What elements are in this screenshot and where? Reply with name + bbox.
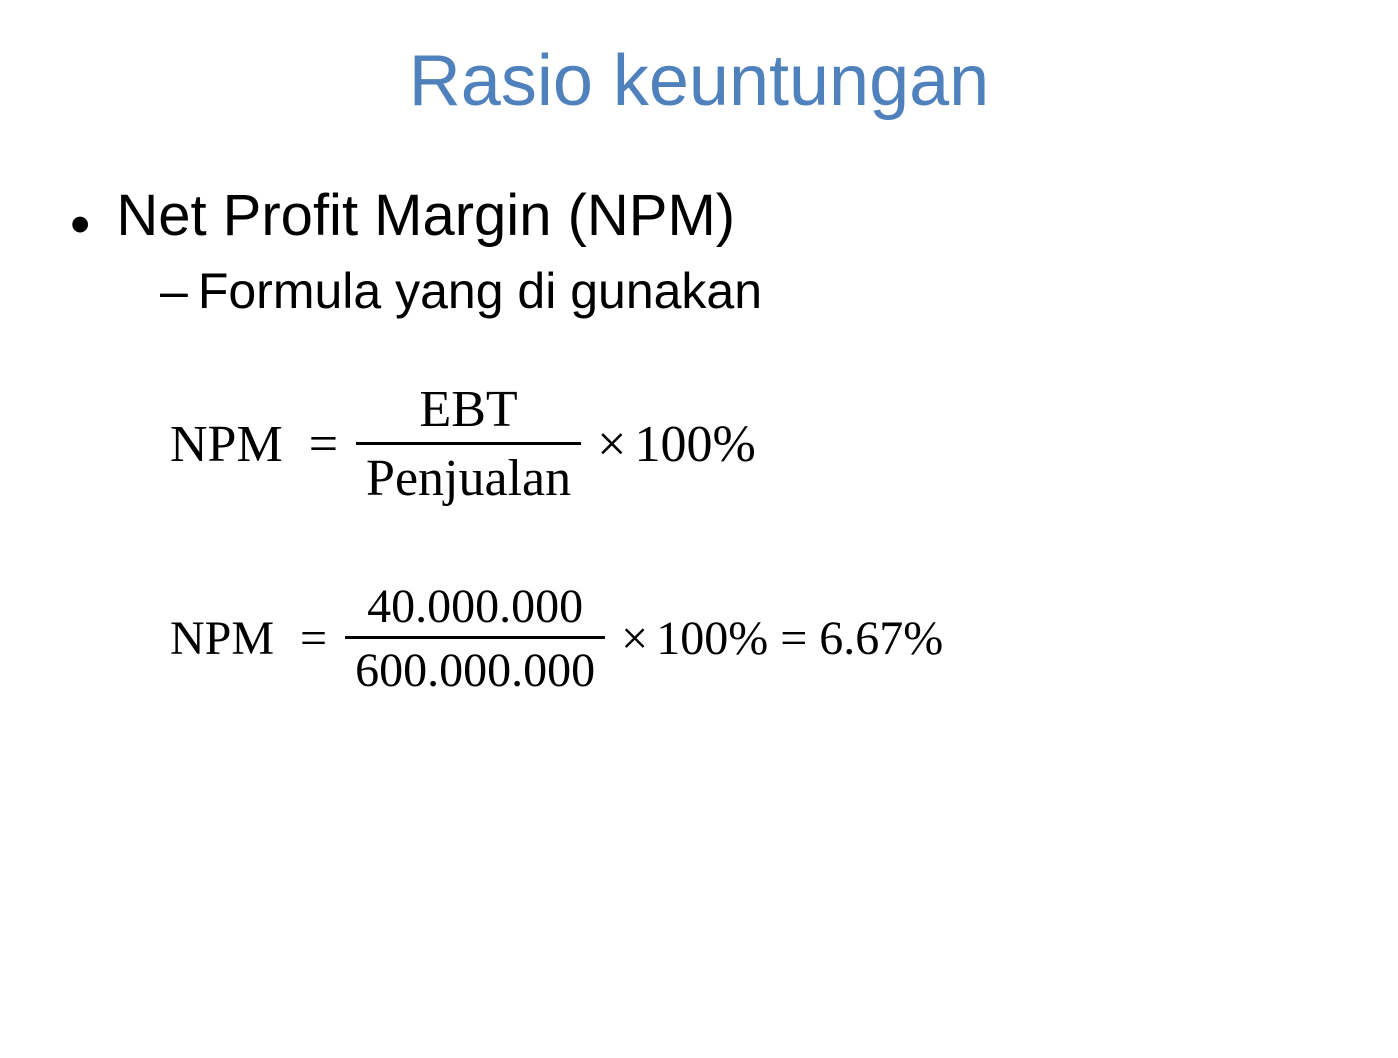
formula2-equals: = (300, 611, 327, 666)
formula-general: NPM = EBT Penjualan × 100% (170, 380, 1398, 509)
formula1-denominator: Penjualan (356, 442, 581, 509)
formula1-tail: 100% (634, 415, 755, 474)
formula1-equals: = (309, 415, 338, 474)
formula1-lhs: NPM (170, 415, 283, 474)
formula2-times: × (621, 611, 648, 666)
formula2-denominator: 600.000.000 (345, 636, 605, 698)
bullet-level2: – Formula yang di gunakan (160, 262, 1398, 320)
bullet-level2-text: Formula yang di gunakan (198, 262, 762, 320)
formula2-lhs: NPM (170, 611, 274, 666)
formula-calculation: NPM = 40.000.000 600.000.000 × 100% = 6.… (170, 579, 1398, 698)
bullet-dash-icon: – (160, 262, 188, 320)
formula2-fraction: 40.000.000 600.000.000 (345, 579, 605, 698)
bullet-level1: • Net Profit Margin (NPM) (70, 182, 1398, 254)
slide-title: Rasio keuntungan (0, 40, 1398, 122)
formula1-times: × (597, 415, 626, 474)
formula1-fraction: EBT Penjualan (356, 380, 581, 509)
slide: Rasio keuntungan • Net Profit Margin (NP… (0, 0, 1398, 1058)
bullet-level1-text: Net Profit Margin (NPM) (116, 182, 735, 249)
formula1-numerator: EBT (409, 380, 527, 442)
bullet-dot-icon: • (70, 196, 90, 254)
formula2-numerator: 40.000.000 (357, 579, 593, 636)
formula2-tail: 100% = 6.67% (656, 611, 943, 666)
